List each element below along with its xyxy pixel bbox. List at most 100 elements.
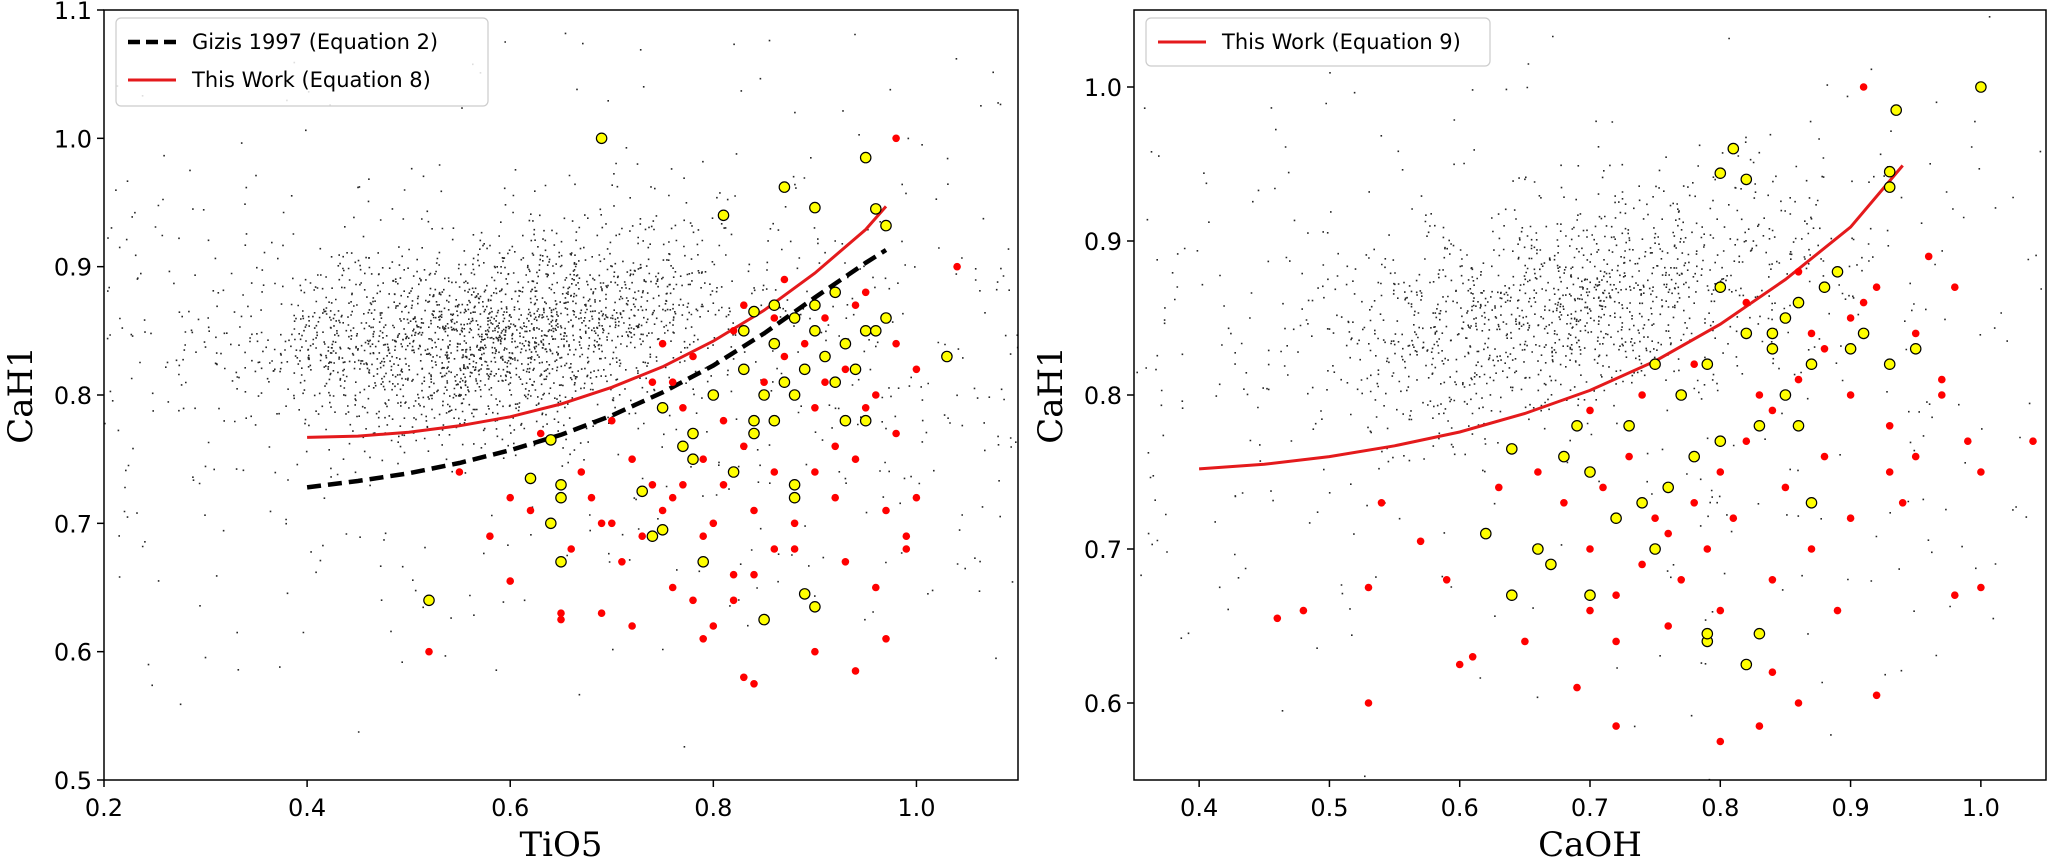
red-point [882,635,890,643]
red-point [1690,499,1698,507]
red-point [1742,437,1751,446]
red-point [658,506,667,515]
y-tick-label: 0.8 [1084,382,1122,410]
red-point [740,301,748,310]
yellow-point [809,201,821,214]
red-point [1768,406,1777,415]
yellow-point [737,324,750,337]
yellow-point [1766,327,1779,340]
yellow-point [1545,558,1557,571]
cloud-points [1136,16,2046,780]
yellow-point [544,434,557,446]
red-point [1755,391,1764,399]
yellow-point [788,478,801,491]
red-point [1716,737,1725,746]
red-point [1807,329,1816,338]
x-tick-label: 0.8 [694,794,732,822]
yellow-point [1831,265,1844,278]
y-tick-label: 1.0 [1084,74,1122,102]
yellow-point [1805,496,1818,509]
yellow-point [869,203,882,215]
yellow-point [758,389,770,401]
red-point [821,378,829,387]
red-point [1703,545,1712,553]
yellow-point [829,286,841,299]
yellow-point [788,312,801,324]
yellow-point [809,324,821,337]
red-point [1911,452,1920,461]
yellow-point [880,219,892,232]
yellow-point [1506,589,1518,601]
yellow-point [1753,419,1766,432]
yellow-point [1792,296,1805,309]
red-point [1951,591,1959,599]
red-point [811,647,819,656]
y-axis-label: CaH1 [1031,346,1071,444]
red-point [699,532,707,540]
yellow-point [656,401,669,414]
yellow-point [555,478,567,491]
legend: This Work (Equation 9) [1145,17,1491,67]
red-point [780,275,789,284]
yellow-point [1883,358,1896,370]
red-point [618,558,626,566]
yellow-point [524,472,537,485]
curve-this-work-line [307,205,888,439]
x-tick-label: 0.6 [491,794,529,822]
yellow-point [1532,543,1544,555]
yellow-point [758,613,770,626]
yellow-point [1805,358,1818,370]
yellow-point [1714,167,1727,179]
x-tick-label: 0.4 [288,794,326,822]
yellow-point [1727,142,1740,155]
red-points-series [425,134,961,688]
background-point-cloud [104,32,1018,748]
yellow-point [788,491,801,504]
red-point [1951,283,1959,292]
red-point [709,622,718,630]
red-point [719,481,728,489]
yellow-point [748,414,760,427]
red-point [811,404,819,412]
yellow-point [1584,589,1596,601]
y-axis-label: CaH1 [1,346,41,444]
yellow-point [1506,443,1518,455]
red-point [628,622,636,630]
yellow-point [1688,450,1700,463]
left-panel: 0.2 0.4 0.6 0.8 1.0 0.5 0.6 0.7 0.8 0.9 1.0 1.1 TiO5… [1,0,1019,863]
yellow-point [768,414,781,427]
legend-label: This Work (Equation 9) [1221,30,1461,54]
red-point [1690,360,1698,369]
yellow-point [636,485,648,498]
red-point [1612,637,1620,646]
red-point [841,558,850,566]
red-point [1859,83,1868,91]
red-point [1716,468,1725,476]
axes-frame [103,9,1019,781]
red-point [1651,514,1659,522]
red-point [1586,606,1594,615]
red-point [1977,468,1985,476]
red-point [1859,298,1868,307]
red-point [1964,437,1972,446]
red-point [811,468,819,476]
x-axis-label: TiO5 [519,825,602,863]
right-panel: 0.4 0.5 0.6 0.7 0.8 0.9 1.0 0.6 0.7 0.8 0.9 1.0 CaOH… [1031,9,2047,863]
yellow-point [1649,543,1661,555]
red-point [1664,529,1672,538]
yellow-point [1766,342,1779,355]
red-point [668,493,677,502]
yellow-point [544,517,557,530]
red-point [526,506,535,515]
yellow-point [1740,327,1753,340]
red-point [902,532,911,540]
red-point [1534,468,1542,476]
red-point [1885,422,1894,430]
red-point [892,339,900,348]
red-point [841,365,850,374]
yellow-point [1649,358,1661,370]
y-tick-label: 1.0 [54,125,92,153]
red-point [597,519,606,528]
red-point [831,493,839,502]
yellow-point [1714,281,1727,293]
